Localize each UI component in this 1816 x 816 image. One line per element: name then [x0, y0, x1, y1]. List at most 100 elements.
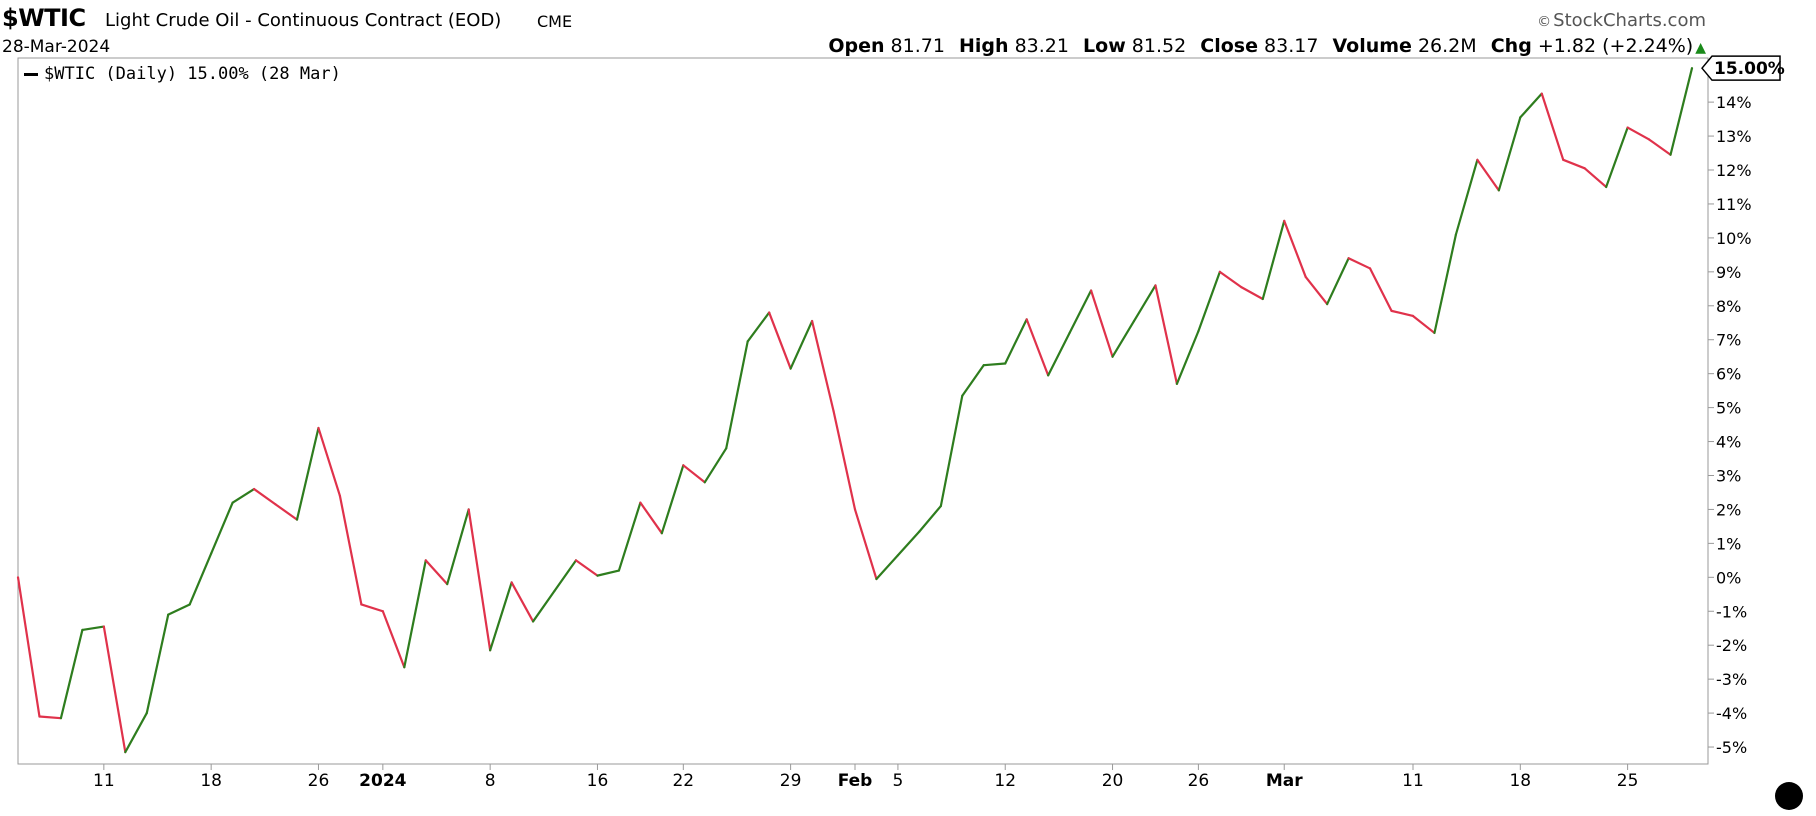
x-tick-label: Feb: [838, 771, 873, 791]
series-segment: [231, 487, 256, 504]
low-label: Low: [1083, 35, 1126, 57]
series-segment: [145, 613, 170, 715]
x-tick-label: 20: [1102, 771, 1124, 791]
x-tick-label: 22: [672, 771, 694, 791]
change-value: +1.82 (+2.24%): [1537, 35, 1694, 57]
last-value-badge: 15.00%: [1701, 55, 1785, 81]
series-segment: [725, 340, 749, 450]
series-segment: [639, 501, 663, 535]
series-segment: [188, 552, 213, 606]
series-segment: [467, 508, 492, 652]
series-segment: [1454, 158, 1479, 236]
y-tick-label: -1%: [1716, 602, 1747, 621]
series-segment: [317, 426, 342, 497]
x-tick-label: Mar: [1266, 771, 1303, 791]
up-arrow-icon: ▲: [1695, 40, 1706, 56]
series-segment: [1218, 270, 1243, 289]
y-tick-label: 7%: [1716, 331, 1741, 350]
series-segment: [1154, 284, 1179, 385]
x-tick-label: 8: [485, 771, 496, 791]
series-segment: [531, 589, 556, 623]
series-segment: [1433, 233, 1458, 335]
series-segment: [768, 311, 792, 370]
x-tick-label: 26: [1188, 771, 1210, 791]
series-segment: [1347, 257, 1372, 270]
series-segment: [660, 464, 685, 535]
series-segment: [1132, 284, 1157, 323]
series-segment: [1583, 167, 1608, 189]
series-segment: [596, 569, 621, 577]
exchange-label: CME: [537, 12, 573, 31]
series-segment: [102, 625, 127, 754]
series-segment: [1047, 331, 1071, 377]
series-segment: [1175, 330, 1200, 385]
series-segment: [59, 628, 84, 720]
series-line: [16, 67, 1694, 754]
series-segment: [510, 581, 535, 623]
x-tick-label: 18: [200, 771, 222, 791]
brand-watermark: © StockCharts.com: [1537, 10, 1706, 31]
series-segment: [1411, 314, 1436, 335]
open-value: 81.71: [890, 35, 945, 57]
x-tick-label: 2024: [359, 771, 406, 791]
y-tick-label: 11%: [1716, 195, 1752, 214]
series-segment: [703, 447, 728, 484]
series-segment: [38, 715, 63, 720]
series-segment: [1497, 116, 1522, 192]
series-segment: [274, 503, 299, 521]
y-tick-label: 2%: [1716, 500, 1741, 519]
series-segment: [210, 501, 234, 555]
legend-swatch: [24, 72, 38, 76]
series-segment: [832, 409, 857, 511]
series-segment: [1368, 267, 1393, 312]
series-segment: [1304, 275, 1329, 306]
x-tick-label: 12: [994, 771, 1016, 791]
y-tick-label: -4%: [1716, 704, 1747, 723]
record-dot-icon: [1775, 782, 1803, 810]
series-segment: [939, 394, 964, 508]
y-tick-label: 3%: [1716, 466, 1741, 485]
series-segment: [1326, 257, 1350, 306]
series-segment: [381, 610, 406, 669]
y-tick-label: 10%: [1716, 229, 1752, 248]
high-label: High: [958, 35, 1009, 57]
series-segment: [16, 576, 41, 718]
series-segment: [1068, 289, 1093, 335]
ticker-symbol: $WTIC: [2, 4, 86, 32]
y-tick-label: 0%: [1716, 568, 1741, 587]
series-segment: [1004, 318, 1028, 365]
legend-label: $WTIC (Daily) 15.00% (28 Mar): [44, 64, 341, 84]
y-axis: -5% -4% -3% -2% -1% 0% 1% 2% 3% 4% 5% 6% 7% 8% 9% 10% 11…: [1708, 93, 1752, 757]
x-tick-label: 18: [1509, 771, 1531, 791]
instrument-description: Light Crude Oil - Continuous Contract (E…: [105, 10, 502, 31]
close-label: Close: [1200, 35, 1258, 57]
series-segment: [574, 559, 599, 577]
y-tick-label: 12%: [1716, 161, 1752, 180]
volume-label: Volume: [1332, 35, 1412, 57]
open-label: Open: [828, 35, 885, 57]
y-tick-label: 5%: [1716, 399, 1741, 418]
series-segment: [124, 711, 148, 754]
series-segment: [1089, 289, 1114, 358]
series-segment: [853, 508, 878, 581]
series-segment: [1025, 318, 1050, 377]
y-tick-label: -3%: [1716, 670, 1747, 689]
copyright-icon: ©: [1537, 14, 1552, 30]
series-segment: [1562, 158, 1586, 170]
series-segment: [682, 464, 706, 484]
ohlc-summary: Open 81.71 High 83.21 Low 81.52 Close 83…: [828, 35, 1706, 57]
series-segment: [746, 311, 771, 343]
series-segment: [1519, 92, 1543, 119]
x-tick-label: 16: [587, 771, 609, 791]
x-axis: 11 18 26 2024 8 16 22 29 Feb 5 12 20 26 Mar 11 18 25: [93, 764, 1638, 791]
series-segment: [1647, 138, 1672, 156]
series-segment: [553, 559, 578, 592]
y-tick-label: 6%: [1716, 365, 1741, 384]
close-value: 83.17: [1264, 35, 1319, 57]
brand-name: StockCharts.com: [1553, 10, 1706, 31]
series-segment: [896, 530, 921, 557]
series-segment: [1605, 126, 1629, 189]
low-value: 81.52: [1131, 35, 1187, 57]
series-segment: [617, 501, 642, 572]
